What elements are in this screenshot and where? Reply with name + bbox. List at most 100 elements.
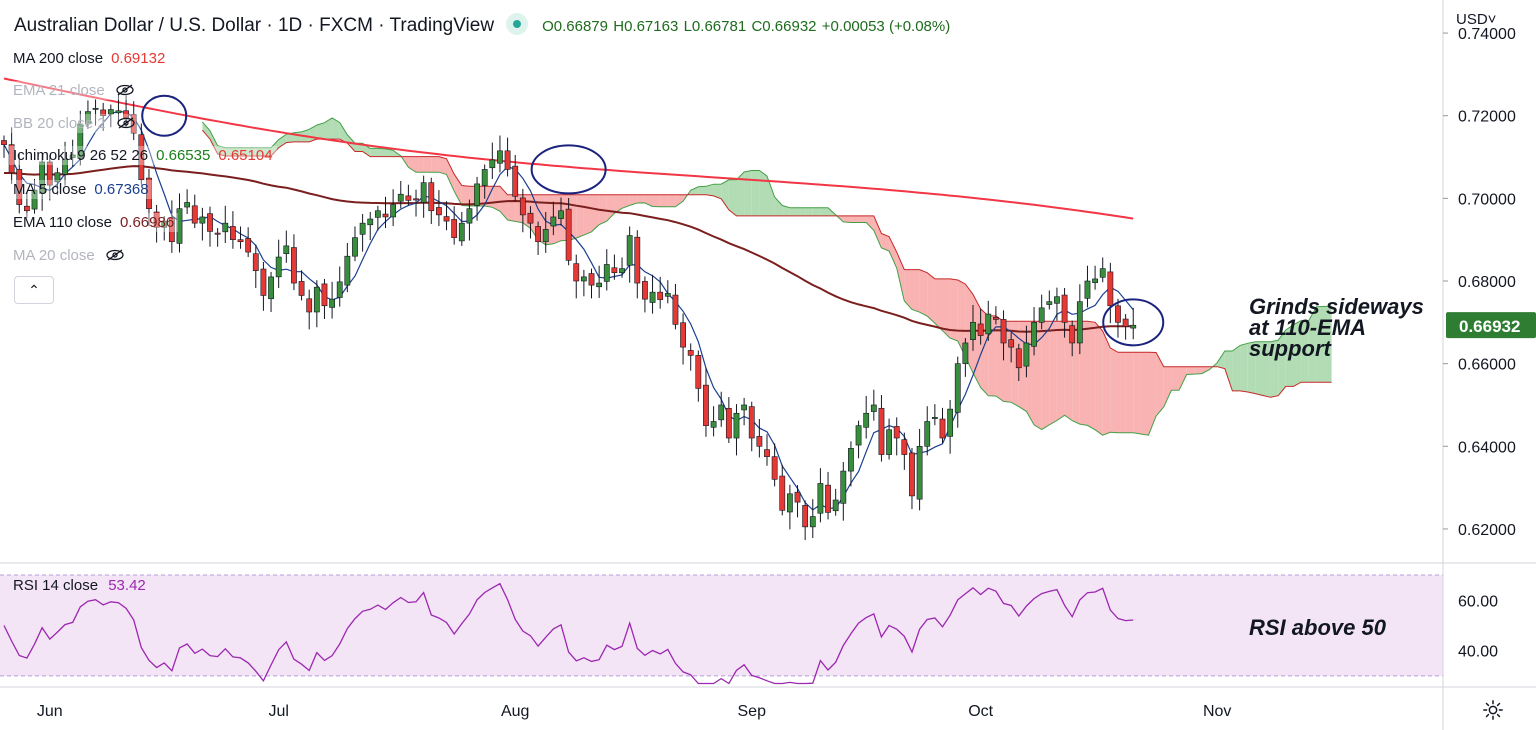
candle-body[interactable] [1122, 318, 1129, 327]
candle-body[interactable] [695, 355, 702, 389]
candle-body[interactable] [298, 281, 305, 296]
candle-body[interactable] [161, 220, 168, 228]
candle-body[interactable] [306, 298, 313, 313]
candle-body[interactable] [756, 436, 763, 447]
candle-body[interactable] [107, 109, 114, 115]
candle-body[interactable] [741, 404, 748, 411]
candle-body[interactable] [542, 229, 549, 243]
candle-body[interactable] [428, 182, 435, 212]
candle-body[interactable] [489, 159, 496, 169]
candle-body[interactable] [413, 198, 419, 201]
candle-body[interactable] [626, 235, 633, 266]
candle-body[interactable] [718, 404, 725, 421]
candle-body[interactable] [550, 216, 557, 227]
candle-body[interactable] [588, 273, 595, 286]
candle-body[interactable] [8, 144, 15, 174]
candle-body[interactable] [1031, 322, 1037, 347]
candle-body[interactable] [199, 216, 206, 224]
candle-body[interactable] [474, 183, 480, 206]
candle-body[interactable] [359, 222, 366, 235]
candle-body[interactable] [596, 282, 603, 288]
candle-body[interactable] [649, 291, 656, 303]
candle-body[interactable] [642, 281, 648, 300]
candle-body[interactable] [420, 182, 427, 203]
candle-body[interactable] [947, 408, 954, 437]
candle-body[interactable] [146, 177, 152, 209]
candle-body[interactable] [344, 255, 351, 286]
candle-body[interactable] [138, 134, 145, 181]
candle-body[interactable] [802, 505, 809, 528]
candle-body[interactable] [962, 342, 969, 364]
candle-body[interactable] [512, 165, 519, 197]
candle-body[interactable] [283, 245, 290, 255]
candle-body[interactable] [710, 421, 717, 428]
candle-body[interactable] [16, 169, 23, 205]
candle-body[interactable] [504, 150, 511, 170]
candle-body[interactable] [611, 267, 618, 274]
legend-row[interactable]: BB 20 close 2 [9, 114, 140, 133]
candle-body[interactable] [725, 407, 732, 439]
candle-body[interactable] [31, 189, 38, 210]
candle-body[interactable] [870, 404, 877, 412]
candle-body[interactable] [832, 499, 839, 512]
candle-body[interactable] [382, 213, 389, 218]
candle-body[interactable] [466, 208, 473, 224]
candle-body[interactable] [1107, 271, 1114, 307]
candle-body[interactable] [1069, 325, 1076, 344]
candle-body[interactable] [23, 205, 30, 212]
legend-row[interactable]: MA 5 close 0.67368 [9, 180, 153, 199]
candle-body[interactable] [1076, 301, 1083, 344]
candle-body[interactable] [367, 218, 374, 226]
candle-body[interactable] [558, 210, 564, 219]
candle-body[interactable] [1054, 296, 1060, 304]
legend-row[interactable]: MA 20 close [9, 246, 129, 265]
candle-body[interactable] [153, 211, 160, 228]
candle-body[interactable] [62, 158, 68, 175]
hidden-eye-icon[interactable] [116, 117, 136, 129]
candle-body[interactable] [176, 208, 183, 244]
candle-body[interactable] [1084, 280, 1091, 299]
candle-body[interactable] [703, 384, 709, 426]
candle-body[interactable] [92, 107, 99, 110]
candle-body[interactable] [184, 202, 191, 208]
collapse-legend-button[interactable]: ⌃ [14, 276, 54, 304]
candle-body[interactable] [619, 268, 625, 274]
candle-body[interactable] [519, 197, 526, 216]
candle-body[interactable] [672, 294, 679, 325]
candle-body[interactable] [535, 226, 541, 243]
legend-row[interactable]: EMA 110 close 0.66986 [9, 213, 179, 232]
candle-body[interactable] [687, 350, 694, 356]
candle-body[interactable] [565, 208, 572, 261]
candle-body[interactable] [603, 264, 610, 282]
candle-body[interactable] [1008, 339, 1015, 348]
candle-body[interactable] [1023, 342, 1030, 367]
candle-body[interactable] [39, 161, 46, 194]
candle-body[interactable] [848, 448, 854, 472]
candle-body[interactable] [886, 429, 892, 455]
candle-body[interactable] [779, 475, 786, 511]
candle-body[interactable] [786, 493, 793, 513]
candle-body[interactable] [764, 449, 770, 457]
candle-body[interactable] [1130, 324, 1137, 329]
candle-body[interactable] [214, 232, 221, 235]
candle-body[interactable] [237, 239, 244, 243]
candle-body[interactable] [443, 216, 450, 222]
legend-row[interactable]: EMA 21 close [9, 81, 139, 100]
candle-body[interactable] [855, 425, 862, 446]
candle-body[interactable] [390, 204, 397, 218]
candle-body[interactable] [1046, 301, 1053, 305]
candle-body[interactable] [809, 516, 816, 528]
candle-body[interactable] [275, 256, 282, 278]
candle-body[interactable] [817, 483, 824, 514]
candle-body[interactable] [840, 470, 847, 504]
candle-body[interactable] [680, 322, 686, 348]
legend-row[interactable]: Ichimoku 9 26 52 26 0.66535 0.65104 [9, 146, 277, 165]
candle-body[interactable] [992, 317, 999, 320]
candle-body[interactable] [321, 283, 328, 307]
candle-body[interactable] [939, 418, 946, 439]
candle-body[interactable] [878, 407, 885, 455]
candle-body[interactable] [245, 238, 252, 253]
candle-body[interactable] [985, 313, 992, 335]
candle-body[interactable] [123, 110, 129, 119]
hidden-eye-icon[interactable] [115, 84, 135, 96]
